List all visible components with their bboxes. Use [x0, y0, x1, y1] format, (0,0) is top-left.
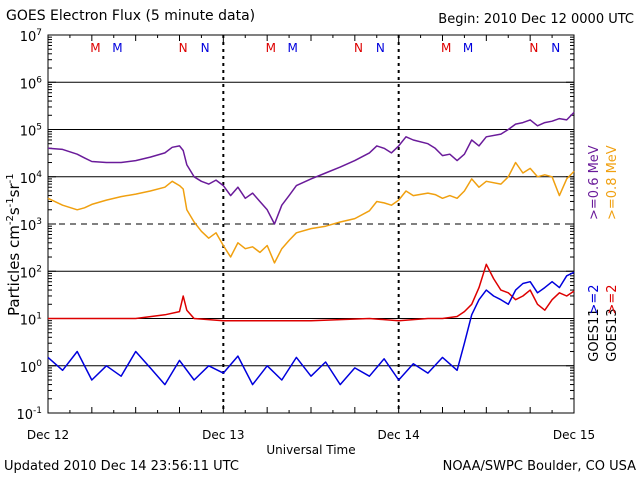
local-time-marker: M: [463, 41, 473, 55]
legend-label: >=0.8 MeV: [605, 145, 620, 220]
begin-time: Begin: 2010 Dec 12 0000 UTC: [438, 12, 634, 27]
y-tick-label: 103: [20, 217, 42, 234]
credit-text: NOAA/SWPC Boulder, CO USA: [442, 459, 636, 474]
local-time-marker: N: [551, 41, 560, 55]
local-time-marker: N: [376, 41, 385, 55]
local-time-marker: M: [112, 41, 122, 55]
y-tick-label: 100: [20, 359, 43, 376]
x-tick-label: Dec 12: [27, 428, 69, 442]
chart-title: GOES Electron Flux (5 minute data): [6, 8, 256, 24]
y-tick-label: 106: [20, 75, 43, 92]
local-time-marker: N: [201, 41, 210, 55]
series-line: [47, 271, 575, 386]
x-axis-label: Universal Time: [266, 443, 355, 457]
series-line: [47, 111, 575, 225]
x-tick-label: Dec 13: [202, 428, 244, 442]
series-line: [47, 161, 575, 264]
local-time-marker: N: [529, 41, 538, 55]
local-time-marker: M: [90, 41, 100, 55]
y-tick-label: 101: [20, 312, 42, 329]
updated-timestamp: Updated 2010 Dec 14 23:56:11 UTC: [4, 459, 239, 474]
legend-label: GOES11: [587, 308, 602, 361]
local-time-marker: N: [354, 41, 363, 55]
y-tick-label: 105: [20, 123, 42, 140]
legend-label: >=2: [587, 284, 602, 314]
series-line: [48, 263, 575, 322]
legend-label: >=2: [605, 284, 620, 314]
y-axis-label: Particles cm-2s-1sr-1: [5, 173, 23, 316]
y-tick-label: 102: [20, 264, 42, 281]
x-tick-label: Dec 14: [378, 428, 420, 442]
y-tick-label: 104: [20, 170, 43, 187]
local-time-marker: M: [266, 41, 276, 55]
legend-label: >=0.6 MeV: [587, 145, 602, 220]
local-time-marker: M: [288, 41, 298, 55]
legend-label: GOES13: [605, 308, 620, 361]
y-tick-label: 107: [20, 28, 42, 45]
y-tick-label: 10-1: [16, 406, 42, 423]
local-time-marker: M: [441, 41, 451, 55]
local-time-marker: N: [179, 41, 188, 55]
x-tick-label: Dec 15: [553, 428, 595, 442]
